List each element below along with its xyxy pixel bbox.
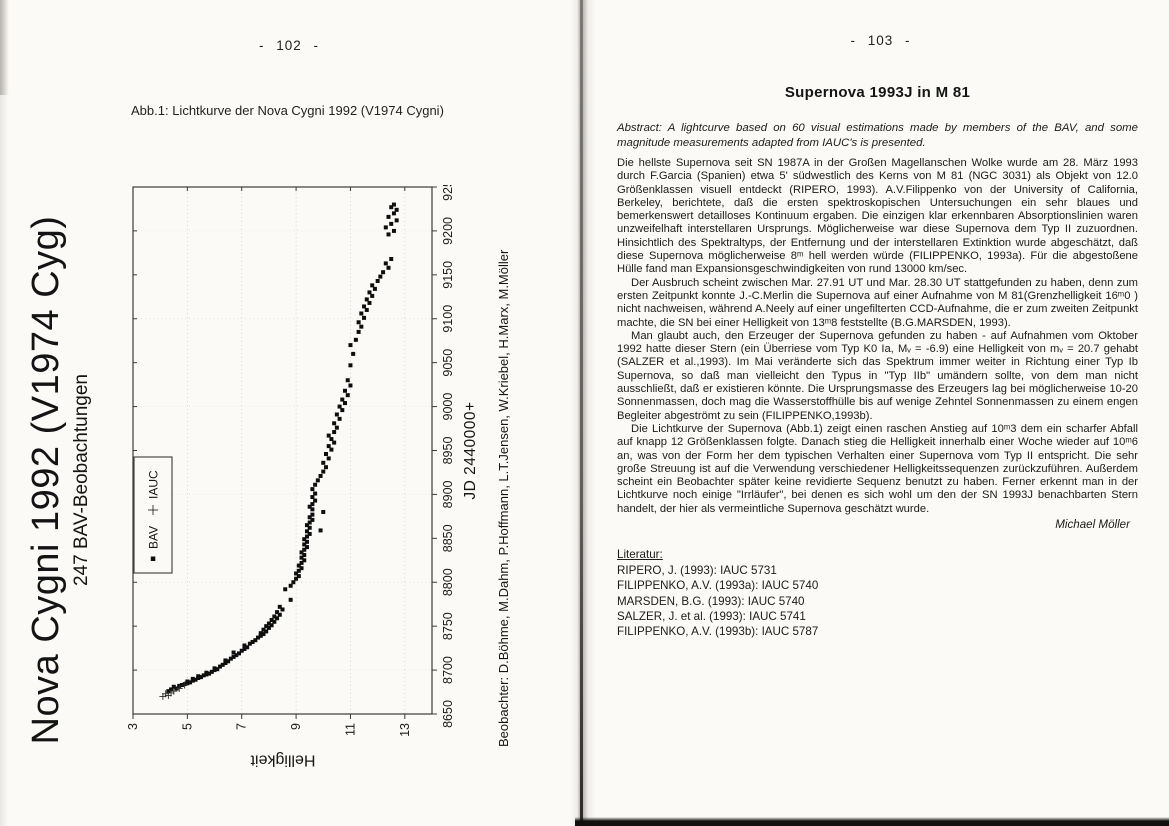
svg-text:9200: 9200	[441, 217, 455, 245]
svg-text:8950: 8950	[441, 437, 455, 465]
svg-text:5: 5	[180, 723, 194, 730]
literature-item: SALZER, J. et al. (1993): IAUC 5741	[617, 609, 806, 623]
svg-text:3: 3	[126, 723, 140, 730]
paragraph: Man glaubt auch, den Erzeuger der Supern…	[617, 329, 1138, 422]
y-axis-label: Helligkeit	[250, 751, 315, 769]
svg-text:9100: 9100	[441, 305, 455, 333]
svg-text:8800: 8800	[441, 568, 455, 596]
svg-text:IAUC: IAUC	[147, 470, 161, 499]
book-gutter-line	[580, 0, 583, 826]
svg-text:9000: 9000	[441, 393, 455, 421]
lightcurve-figure: Nova Cygni 1992 (V1974 Cyg) 247 BAV-Beob…	[25, 185, 525, 775]
svg-text:9250: 9250	[441, 185, 455, 201]
literature-item: FILIPPENKO, A.V. (1993a): IAUC 5740	[617, 579, 819, 593]
page-number-left: - 102 -	[258, 38, 320, 53]
x-axis-label: JD 2440000+	[462, 401, 479, 500]
paragraph: Die hellste Supernova seit SN 1987A in d…	[617, 157, 1138, 276]
literature-section: Literatur: RIPERO, J. (1993): IAUC 5731 …	[617, 547, 1138, 639]
article-body: Die hellste Supernova seit SN 1987A in d…	[617, 157, 1138, 640]
svg-text:11: 11	[343, 723, 357, 736]
lightcurve-scatter-plot: 8650 8700 8750 8800 8850 8900 8950 9000 9050 9100…	[126, 185, 455, 737]
svg-text:9: 9	[289, 723, 303, 730]
svg-text:BAV: BAV	[147, 526, 161, 549]
paragraph: Die Lichtkurve der Supernova (Abb.1) zei…	[617, 422, 1138, 515]
svg-text:8750: 8750	[441, 612, 455, 640]
svg-text:8700: 8700	[441, 656, 455, 684]
literature-item: FILIPPENKO, A.V. (1993b): IAUC 5787	[617, 625, 819, 639]
literature-heading: Literatur:	[617, 548, 663, 562]
literature-item: MARSDEN, B.G. (1993): IAUC 5740	[617, 594, 805, 608]
page-103: - 103 - Supernova 1993J in M 81 Abstract…	[592, 0, 1169, 826]
page-number-right: - 103 -	[850, 33, 911, 48]
author-signature: Michael Möller	[1055, 518, 1130, 532]
svg-text:13: 13	[398, 723, 412, 737]
svg-text:8650: 8650	[441, 700, 455, 728]
literature-item: RIPERO, J. (1993): IAUC 5731	[617, 563, 777, 577]
page-102: - 102 - Abb.1: Lichtkurve der Nova Cygni…	[0, 0, 578, 826]
svg-text:7: 7	[235, 723, 249, 730]
figure-caption: Abb.1: Lichtkurve der Nova Cygni 1992 (V…	[131, 103, 444, 118]
article-title: Supernova 1993J in M 81	[784, 84, 971, 101]
paragraph: Der Ausbruch scheint zwischen Mar. 27.91…	[617, 276, 1138, 329]
svg-text:9150: 9150	[441, 261, 455, 289]
article-abstract: Abstract: A lightcurve based on 60 visua…	[617, 122, 1138, 149]
svg-text:9050: 9050	[441, 349, 455, 377]
observers-credit: Beobachter: D.Böhme, M.Dahm, P.Hoffmann,…	[496, 249, 511, 747]
svg-text:8850: 8850	[441, 524, 455, 552]
svg-text:8900: 8900	[441, 480, 455, 508]
lightcurve-figure-rotated-content: Nova Cygni 1992 (V1974 Cyg) 247 BAV-Beob…	[25, 185, 525, 775]
